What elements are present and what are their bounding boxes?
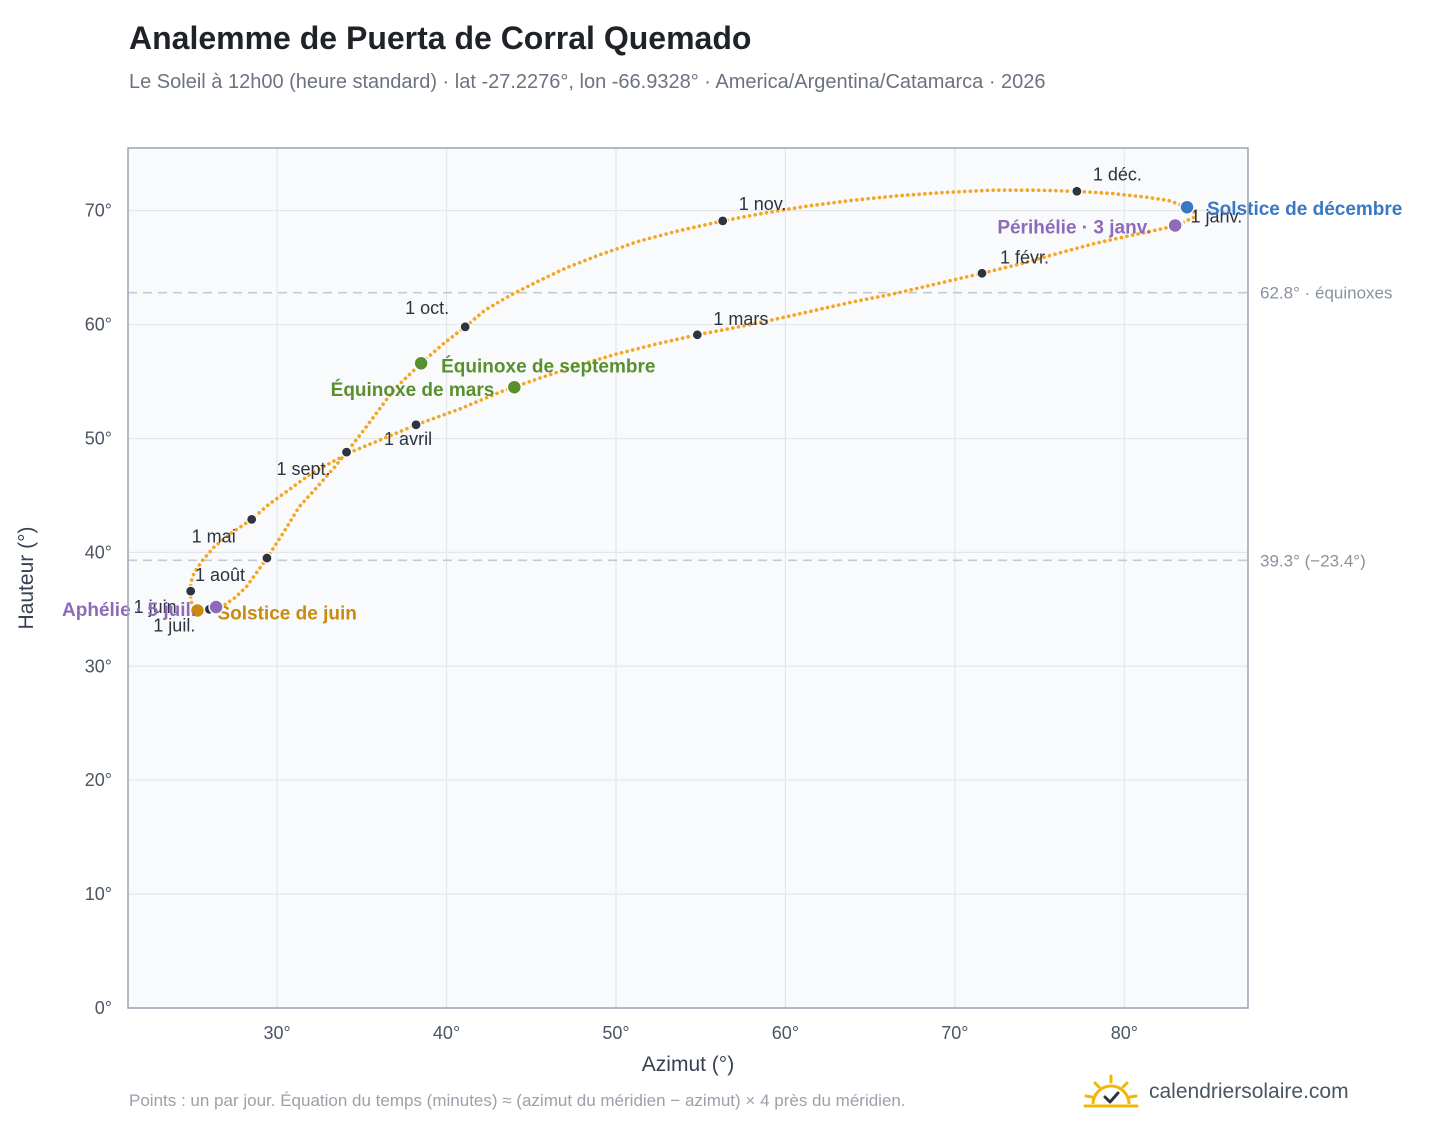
event-label: Aphélie · 5 juil. <box>62 600 196 621</box>
y-tick-label: 40° <box>85 542 112 562</box>
month-marker-label: 1 févr. <box>1000 247 1049 267</box>
x-tick-label: 30° <box>263 1023 290 1043</box>
month-marker <box>410 419 422 431</box>
month-marker-label: 1 juil. <box>153 615 195 635</box>
month-marker <box>976 267 988 279</box>
month-marker-label: 1 mars <box>713 309 768 329</box>
y-tick-label: 0° <box>95 998 112 1018</box>
event-label: Équinoxe de mars <box>331 379 495 401</box>
month-marker-label: 1 déc. <box>1093 164 1142 184</box>
event-marker <box>1167 217 1183 234</box>
month-marker <box>185 585 197 597</box>
reference-line-label: 39.3° (−23.4°) <box>1260 551 1366 570</box>
x-tick-label: 60° <box>772 1023 799 1043</box>
month-marker <box>691 329 703 341</box>
y-tick-label: 20° <box>85 770 112 790</box>
x-tick-label: 70° <box>941 1023 968 1043</box>
month-marker-label: 1 nov. <box>739 194 787 214</box>
axis-ticks: 30° 40° 50° 60° 70° 80° 0° 10° 20° 30° 40° 50° 60° 70… <box>85 201 1138 1043</box>
brand[interactable]: calendriersolaire.com <box>1083 1070 1349 1114</box>
event-marker <box>189 602 206 619</box>
month-marker <box>340 446 353 458</box>
event-label: Équinoxe de septembre <box>441 355 655 377</box>
reference-line-label: 62.8° · équinoxes <box>1260 284 1393 303</box>
month-marker <box>717 215 729 227</box>
event-marker <box>506 379 523 395</box>
x-axis-label: Azimut (°) <box>642 1053 734 1076</box>
chart-title: Analemme de Puerta de Corral Quemado <box>129 20 752 56</box>
y-tick-label: 50° <box>85 428 112 448</box>
event-marker <box>413 355 429 372</box>
y-tick-label: 60° <box>85 315 112 335</box>
x-tick-label: 50° <box>602 1023 629 1043</box>
month-marker <box>459 321 471 333</box>
month-marker-label: 1 juin <box>134 597 177 617</box>
event-marker <box>208 599 224 615</box>
month-marker <box>261 552 273 564</box>
footnote: Points : un par jour. Équation du temps … <box>129 1091 906 1110</box>
brand-name[interactable]: calendriersolaire.com <box>1149 1080 1349 1103</box>
y-axis-label: Hauteur (°) <box>15 527 38 630</box>
month-marker-label: 1 janv. <box>1191 206 1243 226</box>
month-marker-label: 1 sept. <box>277 459 331 479</box>
y-tick-label: 10° <box>85 884 112 904</box>
x-tick-label: 80° <box>1111 1023 1138 1043</box>
chart-subtitle: Le Soleil à 12h00 (heure standard) · lat… <box>129 71 1046 93</box>
month-marker-label: 1 août <box>195 565 245 585</box>
event-label: Solstice de juin <box>217 603 356 624</box>
event-label: Solstice de décembre <box>1207 199 1402 220</box>
y-tick-label: 70° <box>85 201 112 221</box>
reference-lines: 62.8° · équinoxes 39.3° (−23.4°) <box>128 284 1393 570</box>
event-label: Périhélie · 3 janv. <box>997 217 1151 238</box>
plot-background <box>128 148 1248 1008</box>
analemma-curve <box>188 188 1198 615</box>
analemma-daily-points <box>188 188 1198 615</box>
month-marker-label: 1 oct. <box>405 298 449 318</box>
y-tick-label: 30° <box>85 656 112 676</box>
event-marker <box>1179 199 1195 215</box>
sun-logo-icon <box>1083 1074 1139 1108</box>
month-marker <box>246 513 258 525</box>
plot-frame <box>127 147 1249 1009</box>
x-tick-label: 40° <box>433 1023 460 1043</box>
month-marker-label: 1 mai <box>192 526 236 546</box>
month-marker-label: 1 avril <box>384 429 432 449</box>
month-marker <box>1071 185 1083 197</box>
